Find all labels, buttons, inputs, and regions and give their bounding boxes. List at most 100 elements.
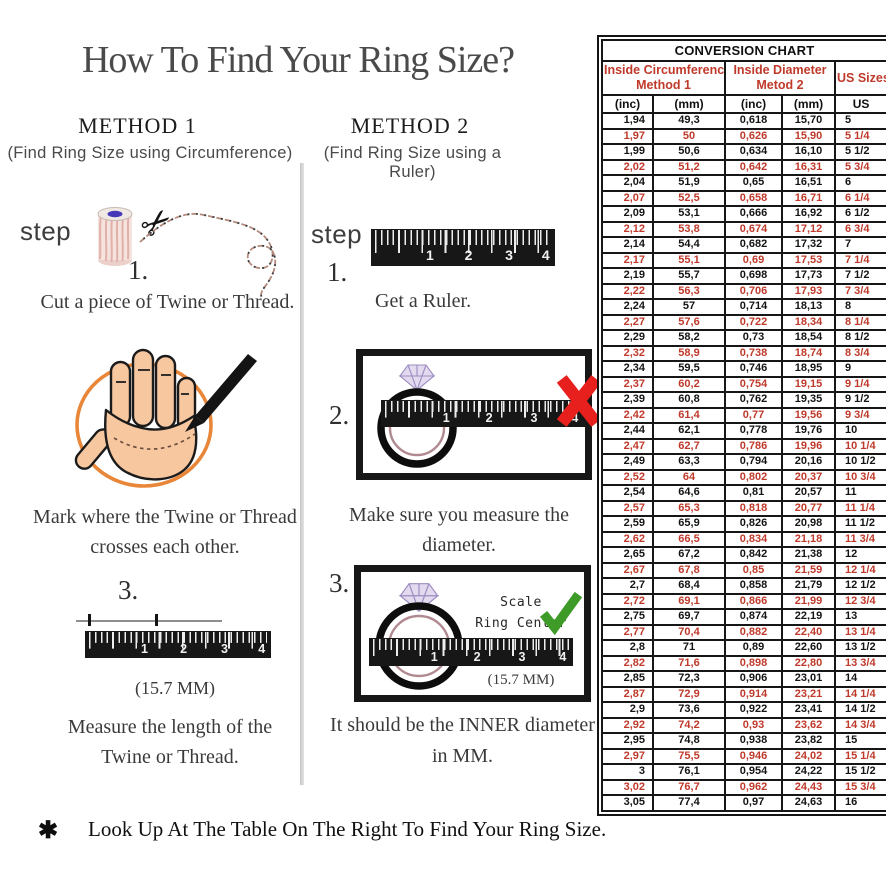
conversion-chart: CONVERSION CHART Inside Circumference Me… [597,35,886,816]
method2-step2-number: 2. [329,400,350,430]
table-cell: 10 1/4 [833,437,886,455]
table-cell: 20,77 [781,499,836,517]
ruler-number: 1 [425,247,434,263]
table-cell: 1,97 [601,127,654,145]
twine-thread-icon [139,213,277,299]
table-row: 2,59 65,9 0,826 20,98 11 1/2 [601,515,886,533]
table-cell: 13 3/4 [833,654,886,672]
table-cell: 0,954 [724,763,783,781]
table-cell: 53,1 [652,205,726,223]
table-row: 2,02 51,2 0,642 16,31 5 3/4 [601,158,886,176]
table-cell: 63,3 [652,453,726,471]
table-cell: 0,682 [724,236,783,254]
table-cell: 2,57 [601,499,654,517]
table-cell: 15 [833,732,886,750]
table-cell: 11 1/4 [833,499,886,517]
table-cell: 17,32 [781,236,836,254]
table-row: 2,87 72,9 0,914 23,21 14 1/4 [601,685,886,703]
table-cell: 54,4 [652,236,726,254]
table-cell: 7 1/2 [833,267,886,285]
table-cell: 10 1/2 [833,453,886,471]
table-cell: 13 1/2 [833,639,886,657]
table-cell: 0,794 [724,453,783,471]
ruler-number: 1 [442,411,450,425]
table-cell: 21,79 [781,577,836,595]
ruler-number: 3 [518,650,526,664]
table-row: 2,14 54,4 0,682 17,32 7 [601,236,886,254]
table-cell: 0,626 [724,127,783,145]
table-cell: 0,946 [724,747,783,765]
table-cell: 2,82 [601,654,654,672]
unit-header-mm1: (mm) [652,94,726,114]
table-cell: 0,962 [724,778,783,796]
table-cell: 17,73 [781,267,836,285]
table-cell: 2,87 [601,685,654,703]
table-cell: 6 [833,174,886,192]
table-cell: 21,59 [781,561,836,579]
table-cell: 2,54 [601,484,654,502]
table-cell: 2,8 [601,639,654,657]
table-cell: 12 1/2 [833,577,886,595]
ruler-method2-step3: 1 2 3 4 [369,638,573,666]
table-cell: 13 [833,608,886,626]
table-row: 2,29 58,2 0,73 18,54 8 1/2 [601,329,886,347]
ruler-method2-step2: 1 2 3 4 [381,400,585,427]
table-cell: 2,92 [601,716,654,734]
table-row: 2,54 64,6 0,81 20,57 11 [601,484,886,502]
table-row: 2,9 73,6 0,922 23,41 14 1/2 [601,701,886,719]
pen-icon [195,354,257,423]
table-cell: 60,8 [652,391,726,409]
table-cell: 60,2 [652,375,726,393]
table-cell: 21,99 [781,592,836,610]
table-cell: 0,85 [724,561,783,579]
table-cell: 14 [833,670,886,688]
table-cell: 0,754 [724,375,783,393]
footnote-text: Look Up At The Table On The Right To Fin… [88,817,607,841]
table-cell: 17,12 [781,220,836,238]
table-cell: 65,9 [652,515,726,533]
ruler-number: 3 [221,642,228,656]
table-row: 2,97 75,5 0,946 24,02 15 1/4 [601,747,886,765]
table-cell: 55,7 [652,267,726,285]
ruler-ticks [373,639,569,666]
table-cell: 0,73 [724,329,783,347]
table-cell: 58,9 [652,344,726,362]
table-cell: 64 [652,468,726,486]
method2-step1-caption: Get a Ruler. [375,290,472,312]
table-cell: 68,4 [652,577,726,595]
table-cell: 2,59 [601,515,654,533]
ruler-number: 2 [485,411,493,425]
table-cell: 2,72 [601,592,654,610]
table-cell: 11 3/4 [833,530,886,548]
table-row: 2,49 63,3 0,794 20,16 10 1/2 [601,453,886,471]
table-cell: 5 [833,112,886,130]
table-cell: 2,85 [601,670,654,688]
ruler-number: 1 [141,642,148,656]
table-cell: 69,1 [652,592,726,610]
page-title: How To Find Your Ring Size? [81,39,515,81]
method2-measurement: (15.7 MM) [487,672,555,688]
table-cell: 13 1/4 [833,623,886,641]
table-cell: 1,94 [601,112,654,130]
table-cell: 18,95 [781,360,836,378]
table-cell: 2,39 [601,391,654,409]
table-cell: 19,56 [781,406,836,424]
table-cell: 0,89 [724,639,783,657]
methods-divider [300,163,304,785]
table-cell: 14 1/4 [833,685,886,703]
table-cell: 76,7 [652,778,726,796]
table-cell: 5 1/4 [833,127,886,145]
table-cell: 0,746 [724,360,783,378]
table-row: 2,52 64 0,802 20,37 10 3/4 [601,468,886,486]
table-cell: 0,81 [724,484,783,502]
wrong-cross-icon [556,375,602,427]
table-cell: 74,8 [652,732,726,750]
table-row: 2,77 70,4 0,882 22,40 13 1/4 [601,623,886,641]
table-cell: 16,92 [781,205,836,223]
table-row: 2,82 71,6 0,898 22,80 13 3/4 [601,654,886,672]
table-cell: 2,44 [601,422,654,440]
table-cell: 0,922 [724,701,783,719]
table-cell: 12 3/4 [833,592,886,610]
table-cell: 0,666 [724,205,783,223]
